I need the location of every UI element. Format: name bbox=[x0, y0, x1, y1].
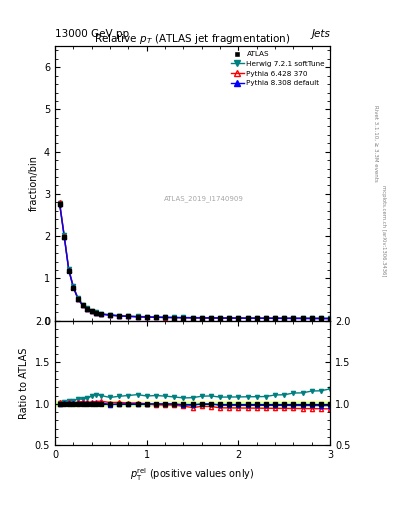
Y-axis label: Ratio to ATLAS: Ratio to ATLAS bbox=[19, 347, 29, 419]
Text: 13000 GeV pp: 13000 GeV pp bbox=[55, 29, 129, 39]
Y-axis label: fraction/bin: fraction/bin bbox=[28, 155, 39, 211]
Text: Rivet 3.1.10, ≥ 3.3M events: Rivet 3.1.10, ≥ 3.3M events bbox=[373, 105, 378, 182]
Text: ATLAS_2019_I1740909: ATLAS_2019_I1740909 bbox=[163, 195, 244, 202]
Text: mcplots.cern.ch [arXiv:1306.3436]: mcplots.cern.ch [arXiv:1306.3436] bbox=[381, 185, 386, 276]
Text: Jets: Jets bbox=[311, 29, 330, 39]
Legend: ATLAS, Herwig 7.2.1 softTune, Pythia 6.428 370, Pythia 8.308 default: ATLAS, Herwig 7.2.1 softTune, Pythia 6.4… bbox=[228, 48, 328, 89]
Title: Relative $p_T$ (ATLAS jet fragmentation): Relative $p_T$ (ATLAS jet fragmentation) bbox=[94, 32, 291, 46]
X-axis label: $p_{\mathrm{T}}^{\mathrm{rel}}$ (positive values only): $p_{\mathrm{T}}^{\mathrm{rel}}$ (positiv… bbox=[130, 466, 255, 483]
